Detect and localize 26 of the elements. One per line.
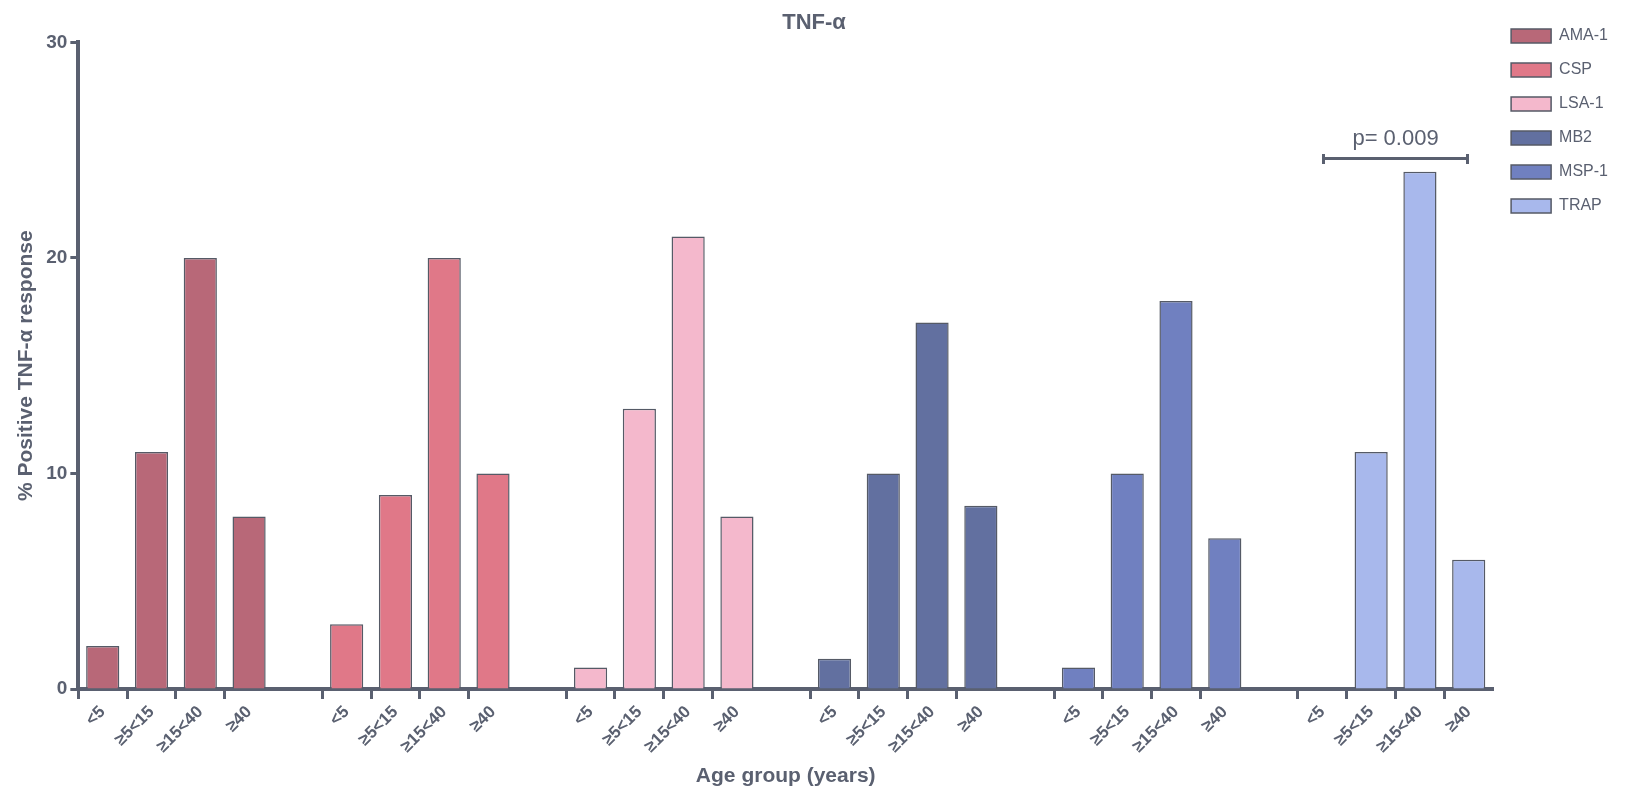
x-tick-label: <5 [81,701,109,730]
x-tick-label: ≥40 [953,701,987,736]
legend-label: MB2 [1559,128,1593,146]
chart-title: TNF-α [782,9,847,35]
x-tick-label: <5 [813,701,841,730]
x-tick-label: ≥40 [465,701,500,736]
y-tick-label: 0 [56,677,68,699]
x-tick-label: <5 [1301,701,1329,730]
x-tick-label: <5 [569,701,597,730]
x-tick-label: ≥40 [1441,701,1475,736]
x-axis-title: Age group (years) [695,763,876,787]
x-tick-label: ≥40 [221,701,256,736]
legend-label: MSP-1 [1559,162,1609,180]
y-axis-title: % Positive TNF-α response [13,230,37,502]
y-tick-label: 20 [46,246,68,268]
x-tick-label: <5 [325,701,353,730]
legend-label: CSP [1559,60,1593,78]
x-tick-label: ≥40 [1197,701,1231,736]
x-tick-label: ≥40 [709,701,744,736]
x-tick-label: <5 [1057,701,1085,730]
annotation: p= 0.009 [1352,124,1439,151]
y-tick-label: 10 [46,461,68,483]
legend-label: AMA-1 [1559,26,1609,44]
y-tick-label: 30 [46,30,68,52]
legend-label: LSA-1 [1559,94,1604,112]
legend-label: TRAP [1559,196,1602,214]
